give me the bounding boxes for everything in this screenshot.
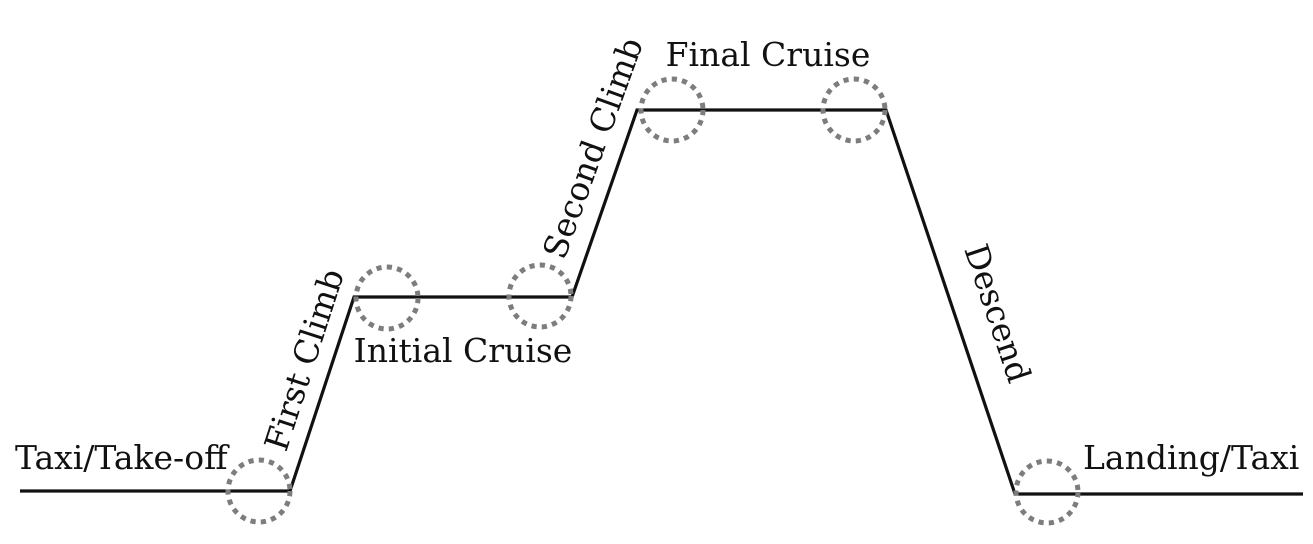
altitude-profile-line [20, 108, 1303, 496]
label-first-climb: First Climb [257, 264, 352, 456]
transition-marker-climb-to-initial-cruise [353, 264, 421, 332]
transition-marker-initial-cruise-to-second-climb [506, 262, 574, 330]
transition-marker-takeoff-to-climb [225, 457, 293, 525]
transition-marker-descend-to-landing [1013, 458, 1081, 526]
transition-marker-second-climb-to-final-cruise [638, 76, 706, 144]
label-initial-cruise: Initial Cruise [354, 331, 573, 370]
label-landing-taxi: Landing/Taxi [1083, 438, 1299, 477]
transition-markers [225, 76, 1081, 526]
label-final-cruise: Final Cruise [666, 35, 871, 74]
transition-marker-final-cruise-to-descend [820, 76, 888, 144]
label-second-climb: Second Climb [535, 32, 651, 263]
label-taxi-takeoff: Taxi/Take-off [15, 438, 230, 477]
label-descend: Descend [956, 239, 1038, 387]
